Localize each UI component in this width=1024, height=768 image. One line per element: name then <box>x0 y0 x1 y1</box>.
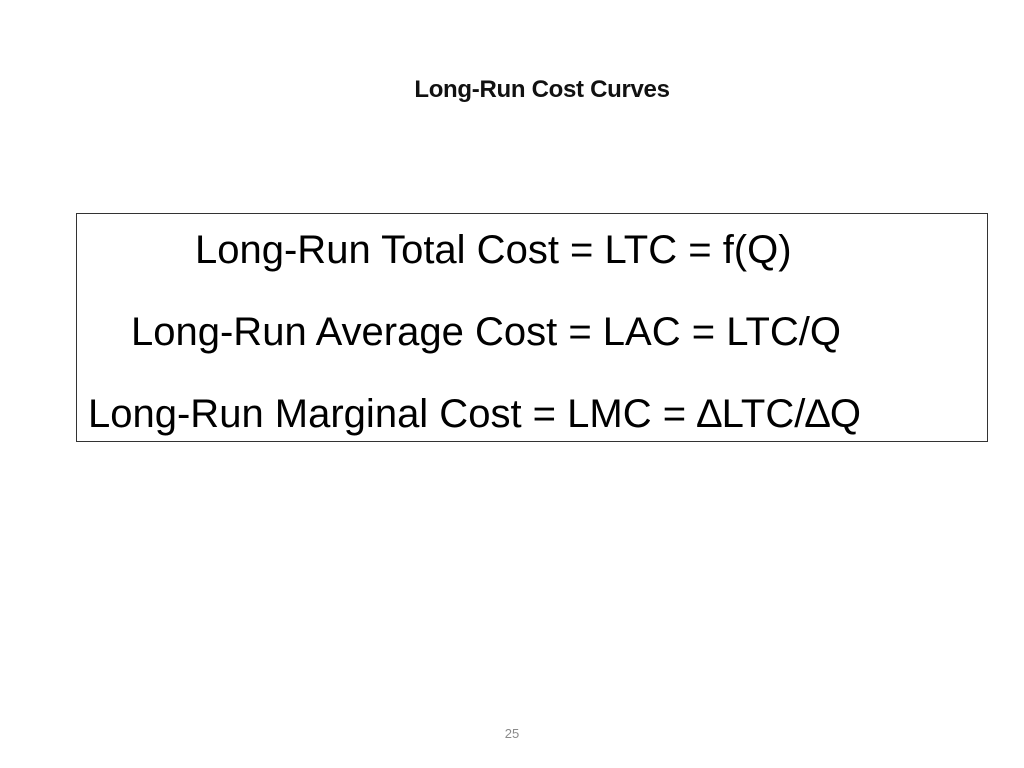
slide-title: Long-Run Cost Curves <box>414 76 670 103</box>
formula-total-cost: Long-Run Total Cost = LTC = f(Q) <box>195 228 792 272</box>
formula-average-cost: Long-Run Average Cost = LAC = LTC/Q <box>131 310 842 354</box>
formula-marginal-cost: Long-Run Marginal Cost = LMC = ∆LTC/∆Q <box>88 392 861 436</box>
formula-box: Long-Run Total Cost = LTC = f(Q) Long-Ru… <box>76 213 988 442</box>
page-number: 25 <box>504 726 520 741</box>
